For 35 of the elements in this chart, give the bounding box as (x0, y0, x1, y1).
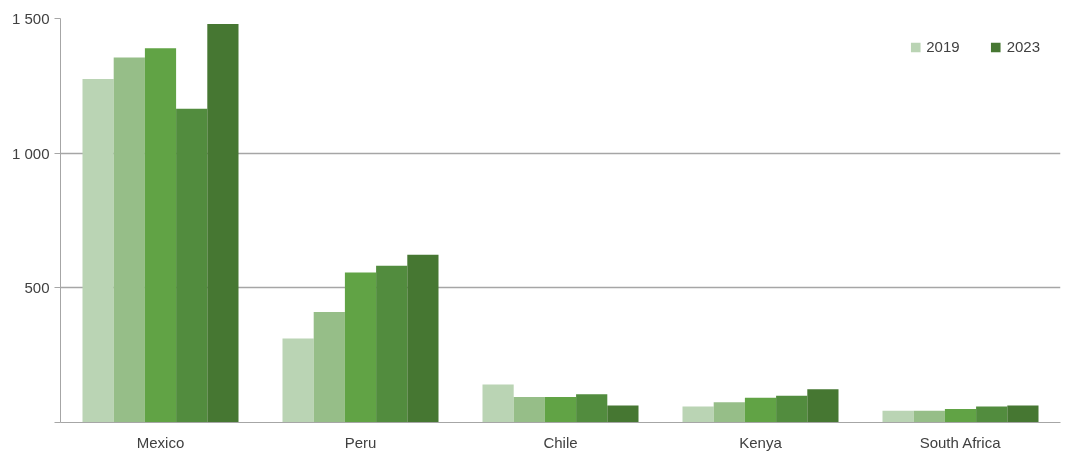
bar (207, 23, 239, 423)
bar (313, 312, 345, 423)
bar (113, 57, 145, 423)
bar (407, 254, 439, 423)
bar (682, 406, 714, 423)
x-tick-label: Chile (543, 433, 578, 451)
bar (1007, 405, 1039, 423)
bar (713, 402, 745, 423)
bar (944, 409, 977, 423)
bar (576, 394, 608, 423)
y-tick-label: 1 500 (11, 10, 50, 27)
bar (976, 406, 1008, 423)
legend-label: 2023 (1006, 38, 1040, 55)
bar (882, 410, 914, 423)
bar (776, 395, 808, 423)
bar (807, 389, 839, 423)
y-tick-label: 1 000 (11, 144, 50, 162)
legend-label: 2019 (926, 38, 960, 55)
bar (544, 396, 577, 423)
x-tick-label: South Africa (919, 433, 1002, 451)
bar (144, 48, 177, 423)
bar (482, 384, 514, 423)
bar (744, 397, 777, 423)
bar (82, 79, 114, 423)
y-tick-label: 500 (24, 279, 50, 297)
x-tick-label: Mexico (136, 433, 185, 451)
bar (176, 108, 208, 423)
bar (913, 410, 945, 423)
x-tick-label: Peru (344, 433, 377, 451)
bar (282, 338, 314, 423)
bar (513, 396, 545, 423)
bar (607, 405, 639, 423)
bar (344, 272, 377, 423)
bar (376, 265, 408, 423)
x-tick-label: Kenya (739, 433, 783, 451)
